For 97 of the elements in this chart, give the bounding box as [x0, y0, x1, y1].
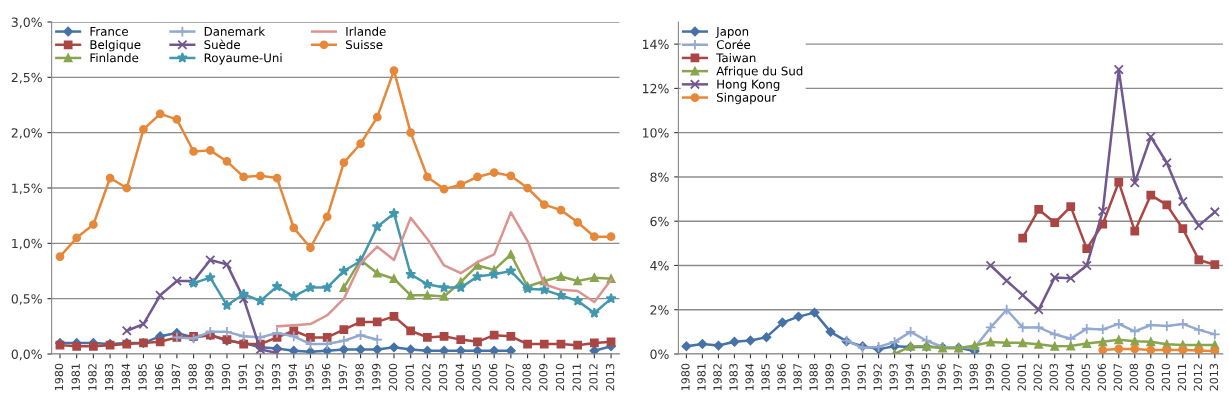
y-tick-label: 2,0%	[11, 128, 42, 139]
x-tick-label: 1981	[71, 364, 80, 391]
x-tick-label: 2001	[405, 364, 414, 391]
y-tick-label: 2,5%	[11, 72, 42, 84]
y-tick-label: 0%	[650, 349, 669, 359]
x-tick-label: 2009	[539, 363, 548, 391]
x-tick-label: 2006	[1097, 363, 1106, 391]
y-tick-label: 6%	[650, 216, 669, 227]
x-tick-label: 2002	[1033, 364, 1042, 391]
x-tick-label: 1987	[793, 363, 802, 391]
y-tick-label: 14%	[642, 39, 669, 50]
y-tick-label: 3,0%	[11, 17, 42, 29]
x-tick-label: 2008	[1129, 363, 1139, 391]
legend-label: Royaume-Uni	[204, 53, 282, 65]
legend-label: Irlande	[346, 26, 386, 36]
legend-label: Afrique du Sud	[716, 66, 803, 78]
x-tick-label: 1997	[953, 363, 962, 391]
y-tick-label: 12%	[642, 83, 669, 94]
legend-label: Taiwan	[716, 53, 756, 63]
legend-label: Corée	[716, 39, 751, 50]
x-tick-label: 2010	[555, 363, 565, 391]
x-tick-label: 1982	[88, 364, 97, 391]
x-tick-label: 1983	[104, 363, 114, 391]
x-tick-label: 2002	[422, 364, 431, 391]
y-tick-label: 0,0%	[11, 349, 42, 361]
x-tick-label: 1982	[713, 364, 722, 391]
legend-label: Singapour	[716, 92, 777, 105]
x-tick-label: 2011	[572, 364, 581, 391]
x-tick-label: 1999	[372, 363, 381, 391]
x-tick-label: 1989	[825, 363, 834, 391]
legend-label: Belgique	[90, 39, 141, 52]
legend-label: France	[90, 27, 129, 36]
y-tick-label: 1,5%	[12, 183, 42, 195]
x-tick-label: 2003	[1049, 363, 1058, 391]
x-tick-label: 2004	[455, 363, 464, 391]
y-tick-label: 8%	[650, 172, 669, 182]
x-tick-label: 1984	[121, 363, 130, 391]
x-tick-label: 1985	[761, 364, 770, 391]
x-tick-label: 1996	[937, 363, 946, 391]
x-tick-label: 2011	[1177, 364, 1187, 391]
x-tick-label: 2000	[388, 363, 398, 391]
x-tick-label: 2009	[1145, 363, 1155, 391]
legend-label: Suède	[204, 39, 240, 50]
x-tick-label: 1988	[188, 363, 197, 391]
y-tick-label: 0,5%	[11, 294, 42, 305]
x-tick-label: 1990	[841, 363, 850, 391]
x-tick-label: 2012	[589, 364, 598, 391]
x-tick-label: 2006	[488, 363, 498, 391]
legend-label: Danemark	[204, 26, 266, 36]
x-tick-label: 1984	[745, 363, 754, 391]
x-tick-label: 1998	[355, 363, 364, 391]
x-tick-label: 1988	[809, 363, 818, 391]
x-tick-label: 1992	[873, 364, 882, 391]
x-tick-label: 1995	[921, 364, 930, 391]
x-tick-label: 2003	[438, 363, 448, 391]
y-tick-label: 10%	[642, 128, 669, 138]
x-tick-label: 2005	[1081, 364, 1090, 391]
x-tick-label: 1994	[288, 363, 297, 391]
x-tick-label: 1993	[889, 363, 898, 391]
x-tick-label: 1983	[729, 363, 738, 391]
x-tick-label: 1992	[255, 364, 264, 391]
y-tick-label: 1,0%	[12, 238, 42, 250]
legend-label: Finlande	[90, 53, 139, 63]
x-tick-label: 2004	[1065, 363, 1074, 391]
x-tick-label: 1991	[238, 364, 247, 391]
y-tick-label: 4%	[650, 260, 669, 271]
x-tick-label: 1986	[777, 363, 786, 391]
y-tick-label: 2%	[650, 305, 669, 315]
legend-label: Japon	[715, 27, 749, 39]
x-tick-label: 2000	[1001, 363, 1010, 391]
x-tick-label: 1995	[305, 364, 314, 391]
x-tick-label: 1980	[54, 363, 64, 391]
x-tick-label: 2013	[605, 363, 615, 391]
x-tick-label: 2007	[505, 363, 515, 391]
x-tick-label: 1993	[271, 363, 281, 391]
x-tick-label: 1980	[681, 363, 690, 391]
x-tick-label: 1994	[905, 363, 914, 391]
x-tick-label: 2010	[1161, 363, 1171, 391]
legend-label: Hong Kong	[717, 79, 780, 91]
legend-label: Suisse	[346, 39, 383, 50]
x-tick-label: 2005	[472, 364, 481, 391]
x-tick-label: 1999	[985, 363, 994, 391]
x-tick-label: 2007	[1113, 363, 1122, 391]
x-tick-label: 1998	[969, 363, 978, 391]
x-tick-label: 1987	[171, 363, 181, 391]
x-tick-label: 1990	[221, 363, 231, 391]
x-tick-label: 2013	[1209, 363, 1219, 391]
x-tick-label: 1991	[857, 364, 866, 391]
x-tick-label: 1989	[205, 363, 214, 391]
x-tick-label: 1985	[138, 364, 147, 391]
x-tick-label: 2008	[522, 363, 531, 391]
x-tick-label: 2012	[1193, 364, 1203, 391]
x-tick-label: 1981	[697, 364, 706, 391]
x-tick-label: 1997	[338, 363, 348, 391]
x-tick-label: 1996	[321, 363, 331, 391]
x-tick-label: 2001	[1017, 364, 1026, 391]
x-tick-label: 1986	[154, 363, 164, 391]
